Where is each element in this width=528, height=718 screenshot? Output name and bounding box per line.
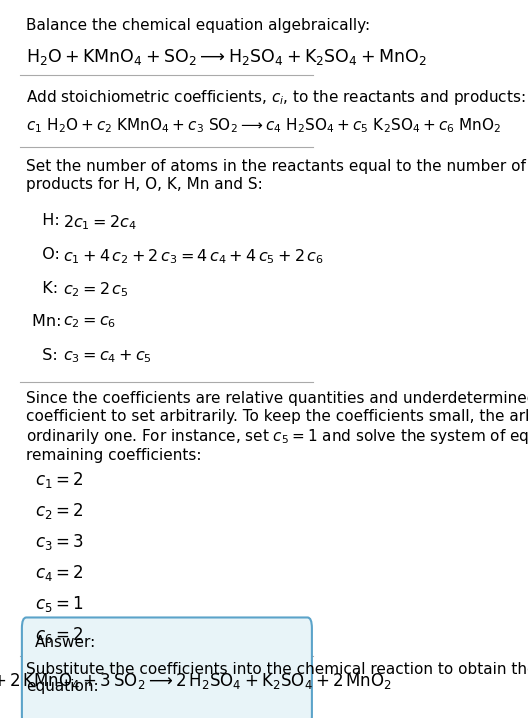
Text: $c_1 + 4\, c_2 + 2\, c_3 = 4\, c_4 + 4\, c_5 + 2\, c_6$: $c_1 + 4\, c_2 + 2\, c_3 = 4\, c_4 + 4\,… (63, 247, 324, 266)
Text: Answer:: Answer: (35, 635, 96, 651)
Text: S:: S: (32, 348, 63, 363)
Text: O:: O: (32, 247, 65, 262)
Text: $2 c_1 = 2 c_4$: $2 c_1 = 2 c_4$ (63, 213, 137, 232)
Text: Balance the chemical equation algebraically:: Balance the chemical equation algebraica… (26, 18, 371, 33)
Text: $c_1 = 2$: $c_1 = 2$ (35, 470, 83, 490)
Text: $c_4 = 2$: $c_4 = 2$ (35, 563, 83, 583)
Text: Substitute the coefficients into the chemical reaction to obtain the balanced
eq: Substitute the coefficients into the che… (26, 662, 528, 694)
Text: $2\,\mathrm{H_2O} + 2\,\mathrm{KMnO_4} + 3\,\mathrm{SO_2} \longrightarrow 2\,\ma: $2\,\mathrm{H_2O} + 2\,\mathrm{KMnO_4} +… (0, 671, 392, 691)
Text: Since the coefficients are relative quantities and underdetermined, choose a
coe: Since the coefficients are relative quan… (26, 391, 528, 463)
Text: $\mathrm{H_2O + KMnO_4 + SO_2 \longrightarrow H_2SO_4 + K_2SO_4 + MnO_2}$: $\mathrm{H_2O + KMnO_4 + SO_2 \longright… (26, 47, 427, 67)
Text: H:: H: (32, 213, 65, 228)
FancyBboxPatch shape (22, 617, 312, 718)
Text: $c_2 = 2\, c_5$: $c_2 = 2\, c_5$ (63, 281, 128, 299)
Text: $c_5 = 1$: $c_5 = 1$ (35, 594, 83, 614)
Text: Set the number of atoms in the reactants equal to the number of atoms in the
pro: Set the number of atoms in the reactants… (26, 159, 528, 192)
Text: $c_3 = c_4 + c_5$: $c_3 = c_4 + c_5$ (63, 348, 152, 365)
Text: Add stoichiometric coefficients, $c_i$, to the reactants and products:: Add stoichiometric coefficients, $c_i$, … (26, 88, 526, 106)
Text: Mn:: Mn: (32, 314, 67, 330)
Text: $c_6 = 2$: $c_6 = 2$ (35, 625, 83, 645)
Text: $c_1\ \mathrm{H_2O} + c_2\ \mathrm{KMnO_4} + c_3\ \mathrm{SO_2} \longrightarrow : $c_1\ \mathrm{H_2O} + c_2\ \mathrm{KMnO_… (26, 116, 502, 135)
Text: $c_2 = c_6$: $c_2 = c_6$ (63, 314, 116, 330)
Text: $c_3 = 3$: $c_3 = 3$ (35, 532, 84, 552)
Text: K:: K: (32, 281, 63, 296)
Text: $c_2 = 2$: $c_2 = 2$ (35, 501, 83, 521)
